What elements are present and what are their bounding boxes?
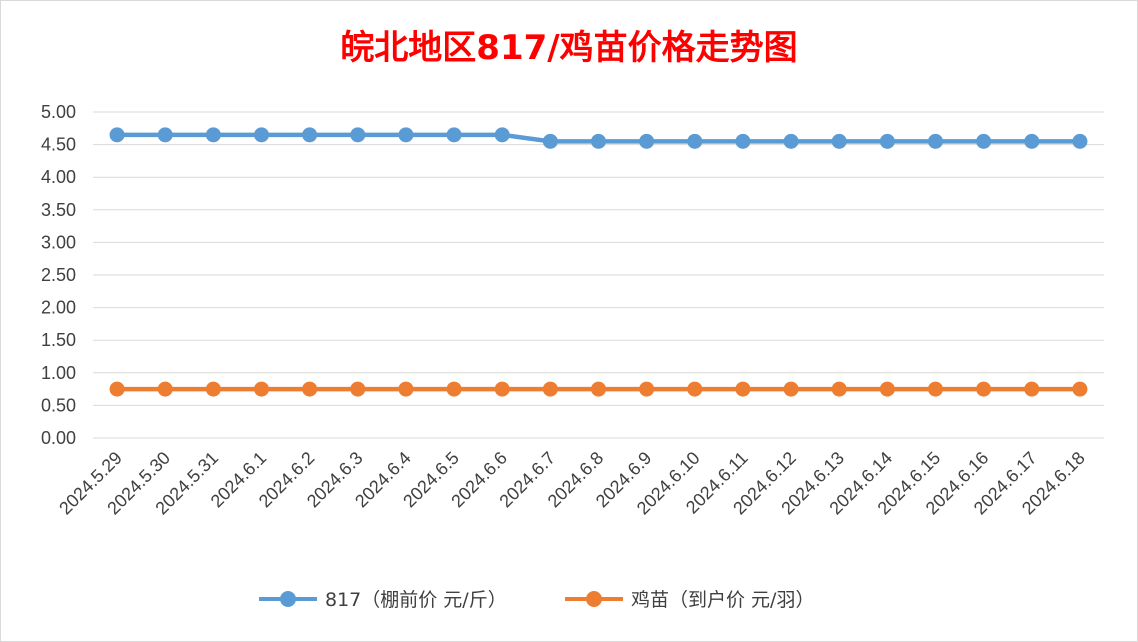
data-point[interactable] [1024, 133, 1040, 149]
legend-item-chick[interactable]: 鸡苗（到户价 元/羽） [565, 589, 814, 611]
data-point[interactable] [157, 127, 173, 143]
legend-chick-label: 鸡苗（到户价 元/羽） [631, 589, 814, 611]
y-tick-label: 4.00 [41, 167, 76, 187]
legend-item-817[interactable]: 817（棚前价 元/斤） [259, 589, 507, 611]
series-group [109, 127, 1088, 397]
data-point[interactable] [591, 381, 606, 397]
series-1 [109, 381, 1088, 397]
data-point[interactable] [976, 133, 992, 149]
series-0 [109, 127, 1088, 149]
y-tick-label: 1.50 [41, 330, 76, 350]
data-point[interactable] [350, 381, 366, 397]
y-tick-label: 5.00 [41, 102, 76, 122]
legend-chick-marker [586, 591, 602, 607]
data-point[interactable] [1072, 133, 1088, 149]
y-tick-label: 0.50 [41, 395, 76, 415]
data-point[interactable] [783, 133, 799, 149]
data-point[interactable] [879, 133, 895, 149]
data-point[interactable] [591, 133, 606, 149]
y-axis-ticks: 0.00 0.50 1.00 1.50 2.00 2.50 3.00 3.50 4.00 4.50… [41, 102, 76, 448]
data-point[interactable] [1024, 381, 1040, 397]
data-point[interactable] [735, 381, 751, 397]
data-point[interactable] [254, 381, 269, 397]
data-point[interactable] [687, 381, 703, 397]
data-point[interactable] [879, 381, 895, 397]
chart-title: 皖北地区817/鸡苗价格走势图 [340, 28, 797, 68]
data-point[interactable] [254, 127, 269, 143]
data-point[interactable] [639, 381, 655, 397]
y-tick-label: 0.00 [41, 428, 76, 448]
data-point[interactable] [446, 381, 462, 397]
data-point[interactable] [831, 381, 847, 397]
data-point[interactable] [1072, 381, 1088, 397]
legend-817-label: 817（棚前价 元/斤） [325, 589, 507, 611]
legend: 817（棚前价 元/斤） 鸡苗（到户价 元/羽） [259, 589, 814, 611]
y-tick-label: 2.00 [41, 298, 76, 318]
data-point[interactable] [928, 381, 943, 397]
y-tick-label: 3.50 [41, 200, 76, 220]
data-point[interactable] [928, 133, 943, 149]
data-point[interactable] [109, 381, 125, 397]
data-point[interactable] [783, 381, 799, 397]
data-point[interactable] [350, 127, 366, 143]
data-point[interactable] [446, 127, 462, 143]
x-axis-ticks: 2024.5.292024.5.302024.5.312024.6.12024.… [55, 448, 1089, 519]
data-point[interactable] [831, 133, 847, 149]
data-point[interactable] [687, 133, 703, 149]
y-tick-label: 4.50 [41, 135, 76, 155]
data-point[interactable] [205, 381, 221, 397]
data-point[interactable] [302, 381, 318, 397]
y-tick-label: 1.00 [41, 363, 76, 383]
data-point[interactable] [542, 381, 558, 397]
y-tick-label: 2.50 [41, 265, 76, 285]
data-point[interactable] [494, 127, 510, 143]
data-point[interactable] [109, 127, 125, 143]
data-point[interactable] [398, 381, 414, 397]
data-point[interactable] [205, 127, 221, 143]
data-point[interactable] [976, 381, 992, 397]
data-point[interactable] [302, 127, 318, 143]
data-point[interactable] [735, 133, 751, 149]
data-point[interactable] [398, 127, 414, 143]
legend-817-marker [280, 591, 296, 607]
data-point[interactable] [639, 133, 655, 149]
data-point[interactable] [542, 133, 558, 149]
data-point[interactable] [494, 381, 510, 397]
y-tick-label: 3.00 [41, 232, 76, 252]
data-point[interactable] [157, 381, 173, 397]
